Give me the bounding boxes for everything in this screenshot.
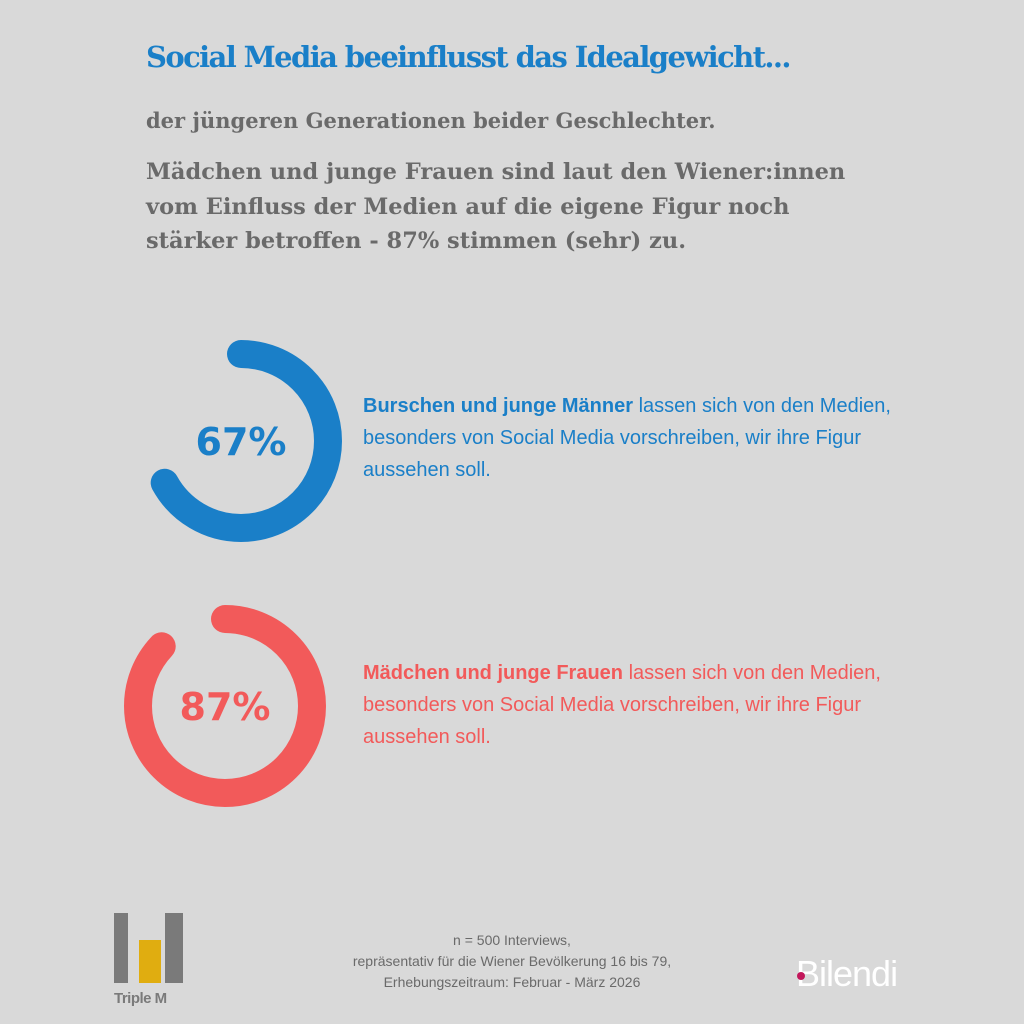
lead-paragraph: Mädchen und junge Frauen sind laut den W… (146, 159, 846, 254)
footer-line: n = 500 Interviews, (453, 932, 571, 948)
page-title: Social Media beeinflusst das Idealgewich… (146, 40, 792, 74)
bilendi-logo-dot (797, 972, 805, 980)
footer-line: Erhebungszeitraum: Februar - März 2026 (383, 974, 641, 990)
description-male: Burschen und junge Männer lassen sich vo… (363, 390, 923, 486)
triplem-logo-text: Triple M (114, 990, 167, 1007)
highlight-female: Mädchen und junge Frauen (363, 662, 624, 684)
text-male: lassen sich von den Medien, besonders vo… (363, 395, 891, 481)
page-subtitle: der jüngeren Generationen beider Geschle… (146, 108, 716, 133)
footer-line: repräsentativ für die Wiener Bevölkerung… (352, 953, 672, 969)
percent-label-male: 67% (196, 420, 287, 464)
description-female: Mädchen und junge Frauen lassen sich von… (363, 657, 923, 753)
highlight-male: Burschen und junge Männer (363, 395, 634, 417)
donut-arc-male (140, 340, 342, 542)
footer-note: n = 500 Interviews, repräsentativ für di… (250, 930, 774, 993)
bilendi-logo: Bilendi (796, 953, 898, 994)
percent-label-female: 87% (180, 685, 271, 729)
text-female: lassen sich von den Medien, besonders vo… (363, 662, 881, 748)
donut-arc-female (124, 605, 326, 807)
